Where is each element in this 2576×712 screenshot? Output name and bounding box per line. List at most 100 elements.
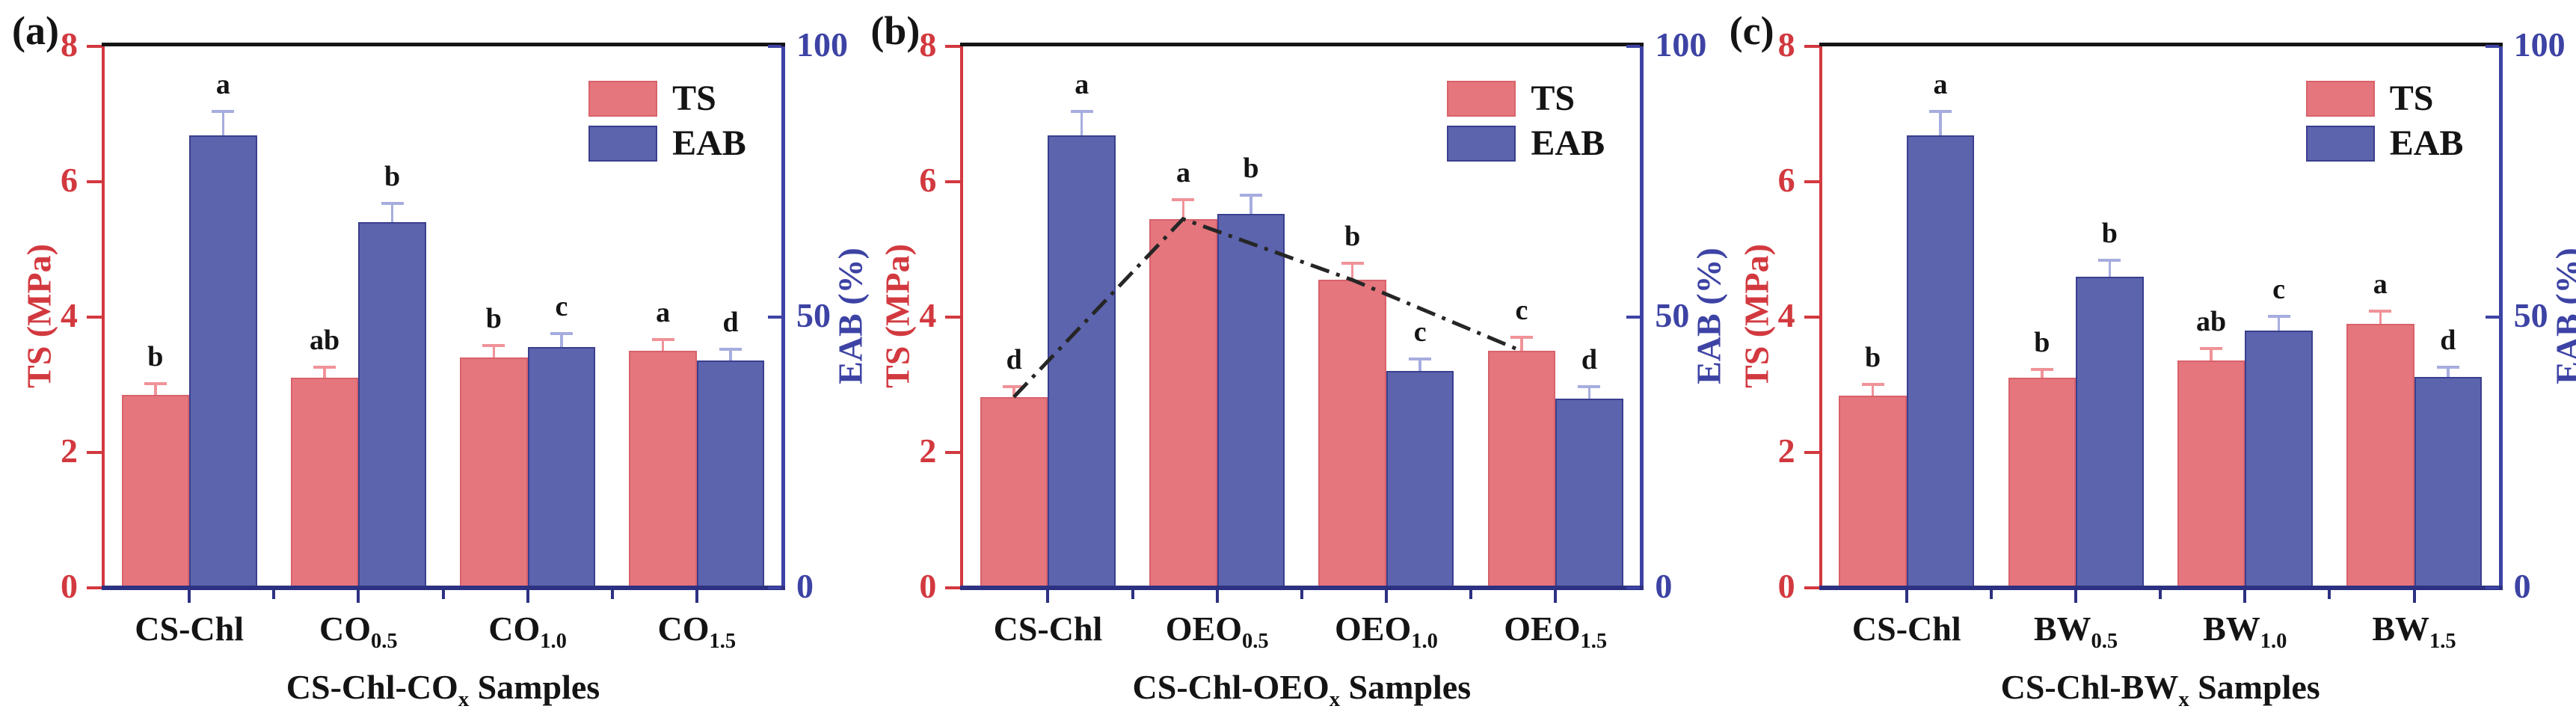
y-axis-label-right: EAB (%) xyxy=(2548,248,2576,384)
error-bar-cap xyxy=(381,201,404,205)
left-axis-line xyxy=(102,46,105,588)
sig-letter: c xyxy=(1413,316,1427,349)
error-bar-stem xyxy=(1939,111,1942,136)
error-bar-cap xyxy=(313,365,336,369)
y-axis-label-right: EAB (%) xyxy=(1689,248,1728,384)
error-bar-stem xyxy=(2379,310,2382,325)
x-axis-title-prefix: CS-Chl-BW xyxy=(2000,668,2179,706)
error-bar-stem xyxy=(323,366,326,378)
left-axis-tick xyxy=(1804,451,1819,454)
x-axis-major-tick xyxy=(526,590,529,603)
left-tick-label: 0 xyxy=(919,567,937,605)
sig-letter: c xyxy=(555,290,568,322)
left-tick-label: 4 xyxy=(61,296,78,334)
eab-bar xyxy=(2076,276,2144,588)
legend-label-eab: EAB xyxy=(672,123,746,163)
eab-bar xyxy=(2414,376,2483,588)
error-bar-stem xyxy=(2277,316,2281,331)
y-axis-label-left: TS (MPa) xyxy=(878,244,917,388)
left-axis-tick xyxy=(87,180,102,183)
left-tick-label: 6 xyxy=(61,161,78,199)
x-axis-major-tick xyxy=(1905,590,1908,603)
error-bar-stem xyxy=(661,339,665,352)
right-axis-tick xyxy=(1626,45,1641,48)
x-axis-title-suffix: Samples xyxy=(469,668,600,706)
error-bar-cap xyxy=(144,381,167,385)
category-label-text: CO xyxy=(319,610,372,648)
eab-bar xyxy=(1217,214,1285,588)
x-axis-title-suffix: Samples xyxy=(2189,668,2320,706)
right-axis-line xyxy=(2498,46,2503,588)
category-label-text: BW xyxy=(2033,610,2091,648)
trend-polyline xyxy=(1012,216,1522,399)
sig-letter: b xyxy=(384,160,401,192)
error-bar-cap xyxy=(719,348,743,352)
sig-letter: ab xyxy=(310,324,340,356)
sig-letter: b xyxy=(147,340,164,372)
sig-letter: a xyxy=(215,68,230,100)
category-label: CS-Chl xyxy=(84,609,294,654)
sig-letter: a xyxy=(1075,68,1089,100)
eab-bar xyxy=(189,135,257,588)
sig-letter: d xyxy=(2440,324,2456,356)
error-bar-stem xyxy=(560,333,563,347)
legend-swatch-eab xyxy=(2305,126,2375,162)
x-axis-major-tick xyxy=(1384,590,1388,603)
left-tick-label: 6 xyxy=(919,161,937,199)
eab-bar xyxy=(527,346,596,588)
left-axis-tick xyxy=(1804,586,1819,589)
category-label: BW1.5 xyxy=(2310,609,2519,654)
error-bar-stem xyxy=(1080,111,1083,136)
sig-letter: b xyxy=(2034,326,2050,358)
bottom-axis-line xyxy=(1819,586,2503,590)
error-bar-cap xyxy=(1578,384,1601,388)
x-axis-title-prefix: CS-Chl-CO xyxy=(286,668,458,706)
sig-letter: b xyxy=(1864,341,1881,373)
y-axis-label-left: TS (MPa) xyxy=(1737,244,1776,388)
error-bar-stem xyxy=(1871,384,1875,396)
x-axis-major-tick xyxy=(2412,590,2416,603)
category-label-subscript: 1.5 xyxy=(1580,630,1608,654)
eab-bar xyxy=(1906,135,1975,588)
left-axis-tick xyxy=(945,180,961,183)
ts-bar xyxy=(2346,324,2414,588)
legend-row-eab: EAB xyxy=(2305,126,2463,162)
error-bar-stem xyxy=(390,203,394,223)
top-axis-line xyxy=(1819,43,2503,46)
right-axis-tick xyxy=(768,45,781,48)
legend-label-ts: TS xyxy=(2389,79,2434,118)
x-axis-minor-tick xyxy=(441,590,445,599)
right-tick-label: 100 xyxy=(1655,25,1707,64)
error-bar-cap xyxy=(1929,109,1952,113)
error-bar-stem xyxy=(1587,386,1591,399)
x-axis-minor-tick xyxy=(1300,590,1303,599)
y-axis-label-right: EAB (%) xyxy=(831,248,870,384)
category-label-subscript: 0.5 xyxy=(2091,630,2118,654)
x-axis-title-subscript: x xyxy=(2178,688,2189,712)
left-tick-label: 0 xyxy=(61,567,78,605)
category-label-text: BW xyxy=(2372,610,2430,648)
error-bar-cap xyxy=(550,331,573,335)
left-tick-label: 6 xyxy=(1777,161,1795,199)
category-label-subscript: 1.5 xyxy=(2429,630,2456,654)
right-tick-label: 0 xyxy=(1655,567,1673,605)
error-bar-stem xyxy=(2108,260,2112,277)
ts-bar xyxy=(2008,378,2077,588)
error-bar-cap xyxy=(2369,309,2392,313)
bottom-axis-line xyxy=(960,586,1644,590)
sig-letter: c xyxy=(2272,274,2285,306)
chart-panel-a: (a) b ab b a a b c d 0 2 4 6 8 0 50 100 CS-Chl CO0.5 CO1.0 C… xyxy=(0,0,870,711)
left-axis-tick xyxy=(945,451,961,454)
legend-row-ts: TS xyxy=(2305,79,2464,118)
legend: TS EAB xyxy=(1447,81,1605,171)
error-bar-stem xyxy=(2210,348,2213,360)
eab-bar xyxy=(358,222,426,588)
error-bar-cap xyxy=(1070,109,1093,113)
category-label-text: CO xyxy=(488,610,541,648)
error-bar-stem xyxy=(2041,369,2044,378)
error-bar-cap xyxy=(1172,198,1195,202)
error-bar-cap xyxy=(651,337,674,341)
ts-bar xyxy=(2177,360,2245,588)
left-tick-label: 2 xyxy=(919,432,937,470)
panel-label: (c) xyxy=(1729,8,1774,53)
